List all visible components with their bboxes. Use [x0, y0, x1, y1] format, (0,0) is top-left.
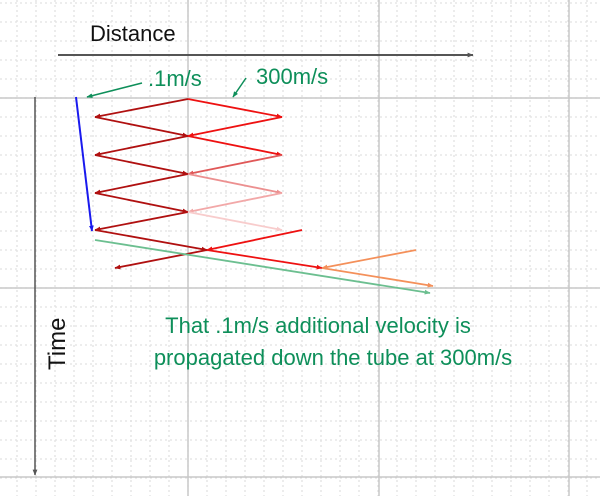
reflected-wave-line [94, 173, 189, 195]
caption-line-1: That .1m/s additional velocity is [165, 313, 471, 338]
reflected-wave-line [94, 229, 208, 252]
transmitted-wave-line [187, 154, 283, 176]
fast-velocity-label: 300m/s [256, 64, 328, 89]
transmitted-wave-line [206, 229, 303, 252]
wavefront-line [321, 267, 434, 288]
fast-velocity-pointer [232, 77, 247, 98]
transmitted-wave-line [206, 249, 323, 270]
transmitted-wave-line [187, 211, 283, 232]
slow-velocity-pointer [86, 82, 143, 98]
slow-velocity-label: .1m/s [148, 66, 202, 91]
reflected-wave-line [94, 192, 189, 214]
transmitted-wave-line [187, 116, 283, 138]
wavefront-line [321, 249, 417, 270]
caption-line-2: propagated down the tube at 300m/s [154, 345, 512, 370]
reflected-wave-line [94, 211, 189, 232]
x-axis-label: Distance [90, 21, 176, 46]
reflected-wave-line [114, 249, 208, 270]
reflected-wave-line [94, 135, 189, 157]
slow-velocity-line [75, 96, 94, 232]
wave-lines [32, 52, 474, 476]
transmitted-wave-line [187, 98, 283, 119]
reflected-wave-line [94, 98, 189, 119]
transmitted-wave-line [187, 192, 283, 214]
reflected-wave-line [94, 116, 189, 138]
propagation-line [94, 239, 431, 295]
transmitted-wave-line [187, 173, 283, 195]
transmitted-wave-line [187, 135, 283, 157]
reflected-wave-line [94, 154, 189, 176]
y-axis-label: Time [44, 318, 71, 370]
